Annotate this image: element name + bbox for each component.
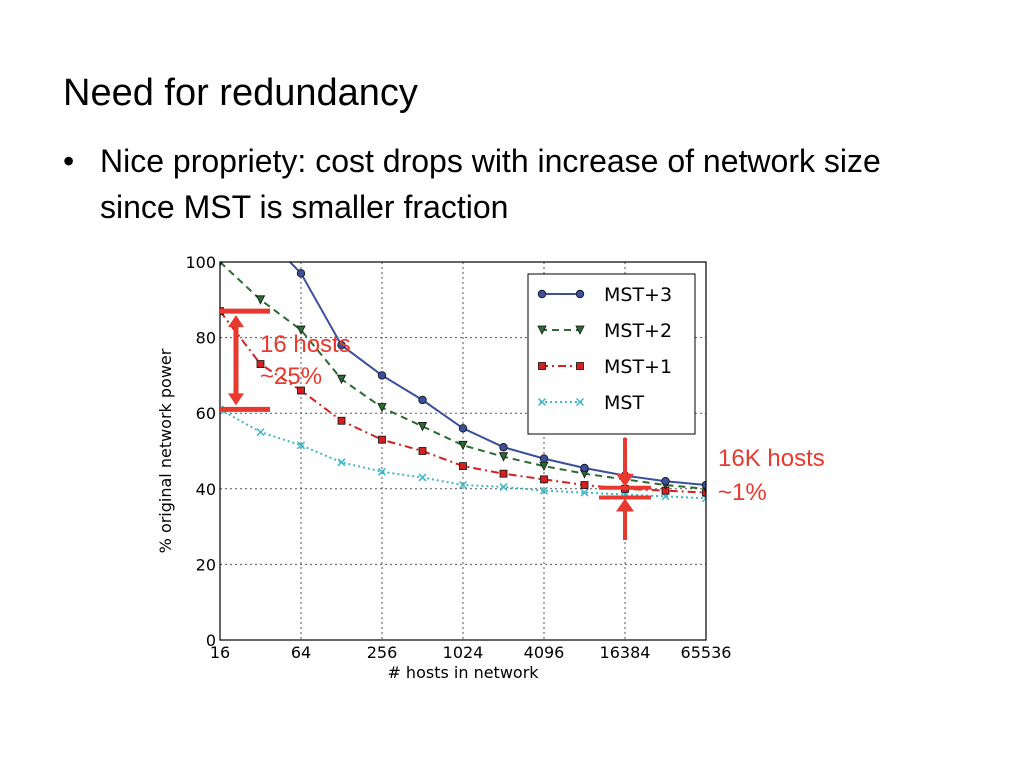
legend-label-mst-plus-3: MST+3 (604, 284, 672, 306)
data-point-mst-plus-2 (458, 440, 468, 451)
x-tick-label: 65536 (681, 643, 732, 662)
legend-box (527, 273, 696, 435)
y-tick-label: 40 (196, 480, 216, 499)
annotation-text: ~1% (718, 479, 767, 506)
data-point-mst-plus-1 (337, 416, 346, 425)
legend-marker-mst-plus-2 (575, 325, 585, 335)
data-point-mst-plus-3 (701, 480, 706, 490)
data-point-mst-plus-1 (499, 469, 508, 478)
data-point-mst-plus-2 (336, 374, 347, 385)
data-point-mst-plus-3 (661, 477, 670, 486)
legend-marker-mst-plus-3 (537, 289, 547, 299)
data-point-mst-plus-3 (418, 395, 427, 405)
y-tick-label: 100 (185, 253, 216, 272)
y-tick-label: 20 (196, 555, 216, 574)
x-tick-label: 16 (210, 643, 230, 662)
data-point-mst-plus-2 (377, 403, 387, 413)
data-point-mst (539, 486, 549, 495)
data-point-mst (418, 473, 427, 482)
data-point-mst (377, 467, 387, 476)
x-tick-label: 4096 (524, 643, 565, 662)
data-point-mst-plus-3 (216, 183, 224, 191)
slide-title: Need for redundancy (63, 72, 418, 114)
y-tick-label: 0 (206, 631, 216, 650)
legend-marker-mst-plus-1 (576, 362, 584, 370)
data-point-mst (580, 488, 589, 497)
x-axis-label: # hosts in network (387, 663, 539, 682)
legend-label-mst-plus-1: MST+1 (604, 356, 672, 378)
data-point-mst-plus-1 (459, 462, 467, 471)
data-point-mst (499, 482, 508, 491)
data-point-mst-plus-2 (296, 325, 306, 335)
data-point-mst-plus-1 (256, 360, 265, 368)
data-point-mst-plus-2 (417, 422, 428, 432)
legend-marker-mst (575, 397, 585, 407)
data-point-mst-plus-3 (580, 463, 589, 473)
annotation-text: ~25% (260, 363, 322, 390)
data-point-mst-plus-1 (702, 488, 706, 497)
x-tick-label: 16384 (600, 643, 651, 662)
legend-marker-mst-plus-2 (537, 325, 547, 335)
x-tick-label: 64 (291, 643, 311, 662)
data-point-mst-plus-1 (297, 386, 305, 395)
y-axis-label: % original network power (156, 348, 175, 553)
legend-label-mst: MST (604, 392, 644, 414)
data-point-mst-plus-2 (255, 295, 266, 305)
data-point-mst-plus-3 (458, 424, 468, 433)
annotation-text: 16 hosts (260, 331, 351, 358)
annotation-arrowhead-up (616, 498, 634, 512)
x-tick-label: 1024 (443, 643, 484, 662)
legend: MST+3 MST+2 MST+1 MST (527, 273, 696, 435)
annotation-arrowhead-up (228, 315, 244, 328)
data-point-mst-plus-3 (499, 443, 508, 452)
bullet-symbol: • (63, 143, 75, 179)
x-tick-label: 256 (367, 643, 398, 662)
data-point-mst (458, 480, 468, 490)
y-tick-label: 80 (196, 329, 216, 348)
data-point-mst-plus-3 (296, 269, 306, 278)
annotation-16k-hosts: 16K hosts ~1% (599, 438, 825, 540)
data-point-mst-plus-3 (377, 371, 387, 380)
data-point-mst-plus-1 (378, 435, 386, 444)
data-point-mst-plus-1 (418, 447, 427, 455)
data-point-mst-plus-3 (337, 340, 346, 350)
annotation-arrowhead-down (616, 473, 634, 487)
bullet-text: Nice propriety: cost drops with increase… (100, 143, 881, 225)
annotation-text: 16K hosts (718, 445, 825, 472)
plot-frame (219, 261, 707, 641)
legend-label-mst-plus-2: MST+2 (604, 320, 672, 342)
data-point-mst-plus-3 (539, 454, 549, 463)
y-tick-label: 60 (196, 404, 216, 423)
data-point-mst (296, 441, 306, 450)
data-point-mst-plus-1 (540, 475, 548, 484)
legend-marker-mst-plus-3 (575, 289, 585, 299)
bullet-point: • Nice propriety: cost drops with increa… (63, 138, 963, 230)
data-point-mst-plus-2 (498, 452, 509, 462)
data-point-mst (337, 458, 346, 467)
annotation-16-hosts: 16 hosts ~25% (220, 308, 351, 412)
legend-marker-mst-plus-1 (538, 362, 546, 370)
data-point-mst-plus-1 (580, 481, 589, 489)
data-point-mst (256, 428, 265, 437)
data-point-mst-plus-3 (257, 228, 265, 236)
legend-marker-mst (537, 397, 547, 407)
annotation-arrowhead-down (228, 393, 244, 406)
